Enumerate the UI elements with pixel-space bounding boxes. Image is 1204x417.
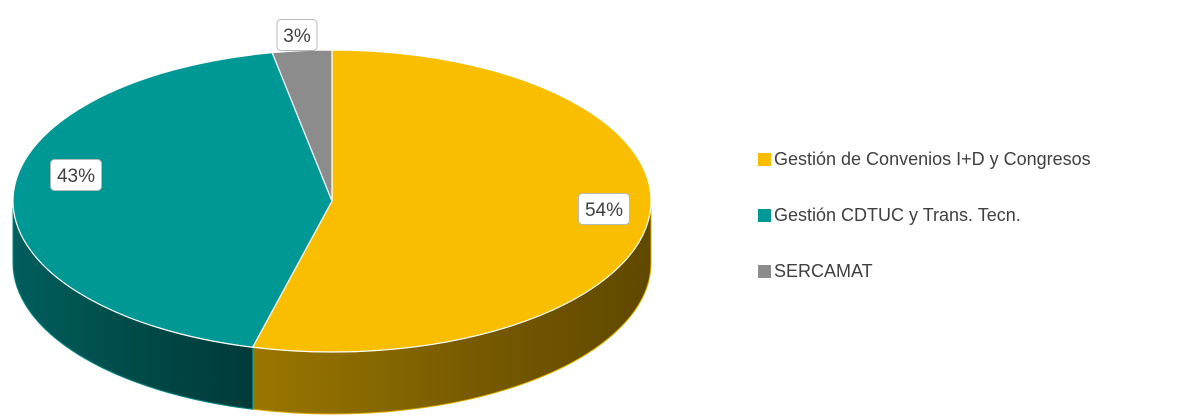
legend-swatch <box>758 152 771 166</box>
data-label-box <box>578 193 630 225</box>
legend-item-gestion-cdtuc-y-trans-tecn: Gestión CDTUC y Trans. Tecn. <box>758 204 1091 226</box>
legend-swatch <box>758 208 771 222</box>
data-label-box <box>276 19 318 51</box>
legend-swatch <box>758 264 771 278</box>
data-label-sercamat: 3% <box>276 19 318 51</box>
data-label-text: 3% <box>283 26 311 47</box>
data-label-gestion-cdtuc-y-trans-tecn: 43% <box>50 159 102 191</box>
legend-label: Gestión CDTUC y Trans. Tecn. <box>774 204 1021 225</box>
legend-label: Gestión de Convenios I+D y Congresos <box>774 148 1091 169</box>
pie-slice-gestion-cdtuc-y-trans-tecn <box>12 52 333 348</box>
data-label-text: 43% <box>57 166 95 187</box>
pie-slice-gestion-de-convenios-i-d-y-congresos <box>251 49 652 353</box>
legend-item-gestion-de-convenios-i-d-y-congresos: Gestión de Convenios I+D y Congresos <box>758 148 1091 170</box>
pie-chart: 54% 43% 3% <box>12 19 652 415</box>
data-label-gestion-de-convenios-i-d-y-congresos: 54% <box>578 193 630 225</box>
legend-item-sercamat: SERCAMAT <box>758 260 1091 282</box>
data-label-text: 54% <box>585 200 623 221</box>
chart-legend: Gestión de Convenios I+D y Congresos Gest… <box>758 148 1091 316</box>
legend-label: SERCAMAT <box>774 260 873 281</box>
data-label-box <box>50 159 102 191</box>
